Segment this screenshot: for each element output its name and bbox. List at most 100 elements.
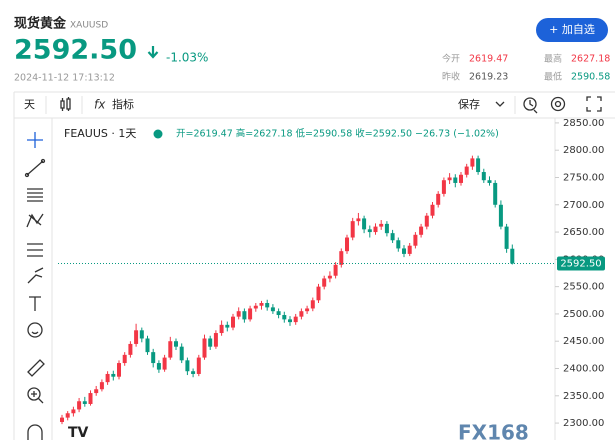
candle-body [168, 341, 173, 358]
candle-body [151, 352, 156, 364]
candle-body [128, 343, 133, 355]
candle-body [139, 330, 144, 339]
candle-body [77, 401, 82, 410]
candle-body [362, 218, 367, 230]
candle-body [402, 248, 406, 254]
candle-body [225, 324, 230, 328]
timestamp: 2024-11-12 17:13:12 [14, 73, 115, 84]
candle-body [310, 300, 315, 309]
candle-body [213, 333, 218, 347]
y-tick-label: 2850.00 [563, 118, 604, 129]
candle-body [373, 226, 378, 233]
stat-label: 今开 [442, 53, 460, 65]
y-tick-label: 2400.00 [563, 364, 604, 375]
candle-body [94, 389, 99, 394]
candle-body [441, 180, 446, 194]
candle-body [476, 158, 481, 173]
candle-body [322, 278, 327, 287]
candle-body [202, 338, 207, 358]
candle-body [339, 251, 344, 265]
candle-body [447, 177, 452, 181]
candle-body [453, 177, 458, 183]
candle-body [282, 315, 287, 320]
candle-body [510, 248, 515, 264]
candle-body [253, 305, 258, 309]
candle-body [379, 223, 384, 227]
status-dot [153, 129, 163, 139]
last-price-label: 2592.50 [560, 258, 601, 269]
candle-body [162, 357, 167, 370]
y-tick-label: 2800.00 [563, 145, 604, 156]
stat-label: 昨收 [442, 71, 460, 83]
title: 现货黄金 [14, 16, 67, 32]
candle-body [299, 311, 304, 317]
candle-body [259, 303, 264, 306]
candle-body [236, 311, 241, 317]
chevron[interactable] [495, 101, 505, 107]
candle-icon[interactable] [60, 97, 71, 111]
symbol: XAUUSD [70, 21, 108, 31]
candle-body [333, 264, 338, 276]
stat-value: 2590.58 [571, 72, 610, 83]
candle-body [390, 233, 395, 241]
tv-logo: TV [68, 425, 89, 440]
candle-body [231, 316, 235, 328]
y-tick-label: 2350.00 [563, 391, 604, 402]
change: -1.03% [166, 51, 208, 65]
legend-symbol: FEAUUS · 1天 [64, 127, 136, 140]
candle-body [436, 193, 441, 205]
candle-body [105, 373, 110, 383]
fullscreen-icon[interactable] [586, 96, 602, 112]
candle-body [242, 311, 247, 320]
candle-body [350, 221, 355, 238]
candle-body [481, 172, 486, 181]
candle-body [288, 319, 292, 323]
candle-body [174, 341, 178, 347]
replay-icon[interactable] [523, 97, 538, 114]
fx-icon[interactable]: fx [94, 98, 106, 112]
stat-value: 2627.18 [571, 54, 610, 65]
candle-body [327, 275, 332, 279]
last-price-box [557, 256, 605, 271]
candle-body [117, 363, 121, 377]
candle-body [413, 234, 418, 246]
settings-icon[interactable] [550, 96, 566, 112]
candle-body [459, 174, 463, 183]
candle-body [424, 215, 429, 227]
candle-body [65, 413, 70, 418]
side-tools[interactable] [24, 132, 46, 440]
candle-body [396, 240, 401, 249]
interval[interactable]: 天 [24, 98, 35, 111]
candle-body [498, 204, 503, 227]
add-button-label[interactable]: + 加自选 [549, 23, 595, 36]
stat-label: 最低 [544, 71, 562, 83]
candle-body [145, 338, 150, 353]
candle-body [179, 346, 184, 361]
candle-body [185, 360, 190, 372]
candle-body [99, 382, 104, 390]
candle-body [407, 245, 412, 254]
down-arrow [147, 46, 159, 59]
candle-body [111, 373, 116, 377]
candle-body [134, 330, 139, 344]
candle-body [196, 357, 201, 374]
price: 2592.50 [14, 35, 137, 66]
candle-body [487, 180, 492, 183]
indicators[interactable]: 指标 [112, 97, 134, 111]
candle-body [71, 409, 76, 414]
add-button[interactable] [536, 18, 608, 42]
candle-body [208, 338, 213, 347]
candle-body [430, 204, 435, 216]
candle-body [419, 226, 424, 235]
y-tick-label: 2450.00 [563, 336, 604, 347]
candle-body [60, 417, 64, 422]
candle-body [367, 229, 372, 233]
candle-body [504, 226, 509, 249]
y-tick-label: 2750.00 [563, 172, 604, 183]
stat-value: 2619.23 [469, 72, 508, 83]
save[interactable]: 保存 [458, 97, 480, 111]
candle-body [464, 166, 469, 175]
candle-body [316, 286, 321, 301]
